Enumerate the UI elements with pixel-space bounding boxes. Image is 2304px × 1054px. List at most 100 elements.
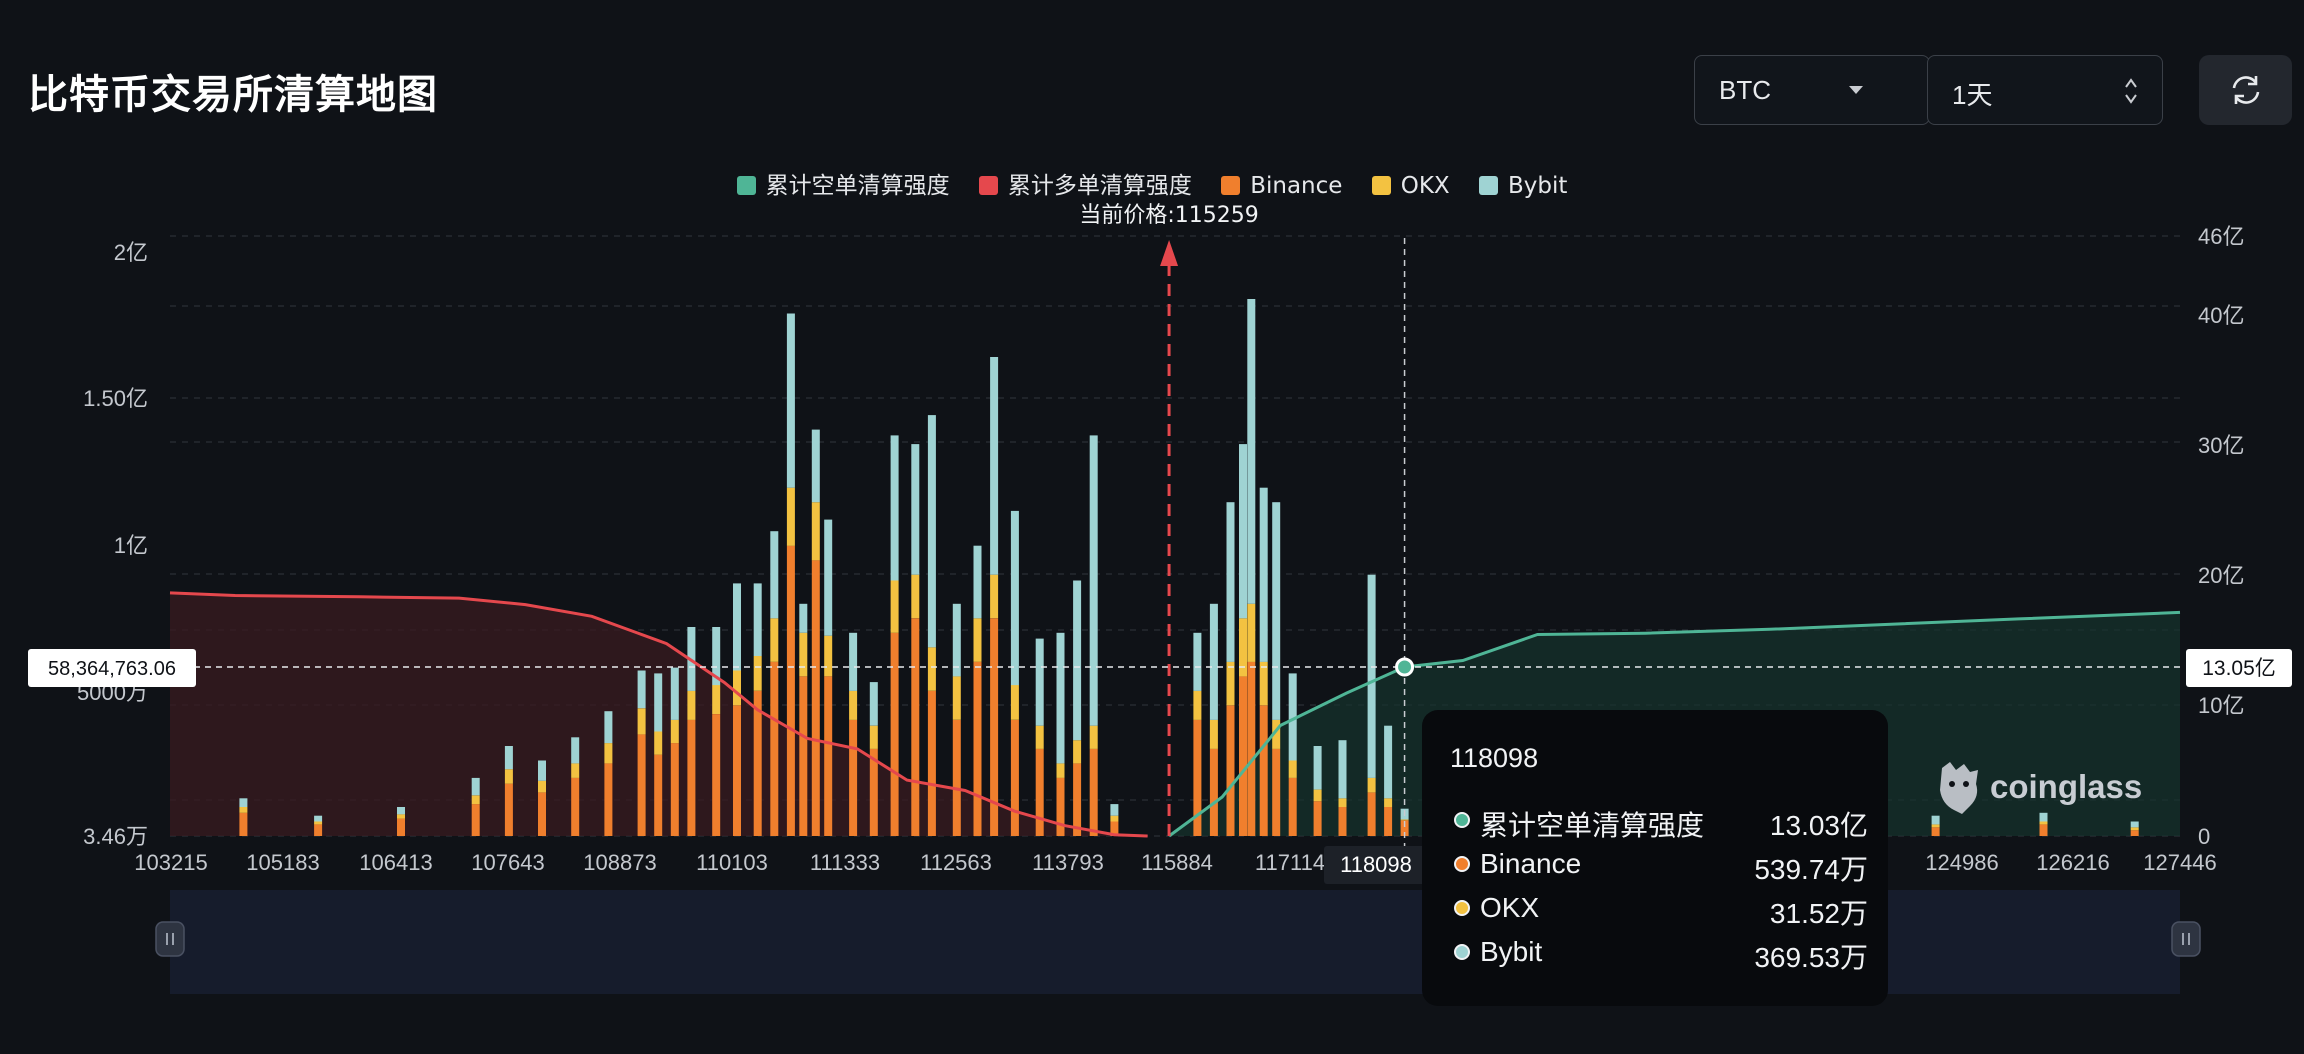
bar-bybit xyxy=(397,807,405,815)
bar-okx xyxy=(1035,725,1044,749)
bar-okx xyxy=(811,502,820,561)
bar-binance xyxy=(604,763,613,836)
bar-bybit xyxy=(1288,673,1297,761)
x-tick-label: 113793 xyxy=(1032,850,1104,875)
legend-item-binance[interactable]: Binance xyxy=(1221,173,1342,199)
bar-binance xyxy=(397,818,405,836)
bar-okx xyxy=(1089,725,1098,749)
bar-okx xyxy=(786,487,795,546)
range-slider-handle-right xyxy=(2171,921,2201,957)
bar-bybit xyxy=(927,415,936,648)
refresh-icon xyxy=(2232,76,2260,104)
x-tick-label: 105183 xyxy=(246,850,319,875)
bar-okx xyxy=(849,690,858,720)
bar-okx xyxy=(1247,603,1256,662)
crosshair-x-value: 118098 xyxy=(1340,852,1412,877)
y-left-tick-label: 1亿 xyxy=(114,533,148,558)
tooltip-row-okx: OKX 31.52万 xyxy=(1450,892,1868,929)
bar-binance xyxy=(1367,792,1376,836)
legend-item-bybit[interactable]: Bybit xyxy=(1479,173,1567,199)
x-tick-label: 106413 xyxy=(359,850,432,875)
legend-item-short[interactable]: 累计空单清算强度 xyxy=(736,166,950,200)
bar-binance xyxy=(1056,777,1065,836)
bar-bybit xyxy=(811,429,820,503)
bar-binance xyxy=(670,743,679,836)
bar-bybit xyxy=(952,603,961,677)
x-tick-label: 108873 xyxy=(583,850,656,875)
legend-item-okx[interactable]: OKX xyxy=(1371,173,1450,199)
bar-bybit xyxy=(504,746,513,770)
sort-arrows-icon xyxy=(2125,78,2137,104)
asset-select[interactable]: BTC xyxy=(1694,55,1930,125)
bar-binance xyxy=(504,783,513,836)
bar-bybit xyxy=(571,737,580,764)
legend-swatch-bybit xyxy=(1479,176,1498,195)
bar-okx xyxy=(733,670,741,706)
bar-bybit xyxy=(1931,815,1940,825)
bar-bybit xyxy=(1073,580,1082,741)
bar-okx xyxy=(927,647,936,691)
bar-okx xyxy=(1338,798,1347,807)
bar-bybit xyxy=(1384,725,1393,799)
bar-okx xyxy=(1010,685,1019,720)
bar-binance xyxy=(869,748,878,836)
chart-legend: 累计空单清算强度 累计多单清算强度 Binance OKX Bybit xyxy=(0,166,2304,200)
bar-bybit xyxy=(712,627,721,686)
range-select[interactable]: 1天 xyxy=(1927,55,2163,125)
x-tick-label: 115884 xyxy=(1141,850,1213,875)
bar-binance xyxy=(637,734,646,836)
x-tick-label: 117114 xyxy=(1255,850,1325,875)
bar-binance xyxy=(2039,824,2048,836)
bar-okx xyxy=(869,725,878,749)
legend-label-short: 累计空单清算强度 xyxy=(765,173,950,199)
legend-label-okx: OKX xyxy=(1400,173,1450,199)
bar-okx xyxy=(471,795,480,805)
coinglass-logo-icon xyxy=(1940,762,1978,814)
refresh-button[interactable] xyxy=(2199,55,2292,125)
bar-binance xyxy=(1226,705,1235,836)
tooltip-name: OKX xyxy=(1480,892,1540,923)
bar-bybit xyxy=(973,545,982,619)
y-right-tick-label: 0 xyxy=(2198,824,2210,849)
bar-okx xyxy=(1259,661,1268,706)
bar-okx xyxy=(712,685,721,714)
bar-okx xyxy=(1239,618,1247,677)
range-select-value: 1天 xyxy=(1952,80,1993,110)
y-right-tick-label: 30亿 xyxy=(2198,433,2244,458)
bar-bybit xyxy=(1272,502,1281,720)
bar-bybit xyxy=(869,682,878,726)
bar-binance xyxy=(1272,748,1281,836)
bar-okx xyxy=(952,676,961,720)
tooltip-dot-short xyxy=(1454,812,1470,828)
asset-select-value: BTC xyxy=(1719,75,1771,105)
bar-bybit xyxy=(1209,603,1218,720)
bar-bybit xyxy=(799,603,808,633)
bar-bybit xyxy=(1313,746,1322,790)
bar-okx xyxy=(571,763,580,778)
bar-bybit xyxy=(1010,510,1019,686)
bar-okx xyxy=(637,708,646,735)
bar-okx xyxy=(504,769,513,784)
bar-bybit xyxy=(1089,435,1098,726)
bar-binance xyxy=(911,618,920,836)
bar-okx xyxy=(1384,798,1393,807)
legend-item-long[interactable]: 累计多单清算强度 xyxy=(978,166,1192,200)
bar-binance xyxy=(471,804,480,836)
bar-okx xyxy=(1313,789,1322,802)
bar-bybit xyxy=(1056,632,1065,764)
bar-binance xyxy=(1288,777,1297,836)
crosshair-point xyxy=(1395,657,1415,677)
tooltip-dot-binance xyxy=(1454,856,1470,872)
bar-bybit xyxy=(733,583,741,671)
x-tick-label: 111333 xyxy=(810,850,880,875)
chart-tooltip: 118098 累计空单清算强度 13.03亿 Binance 539.74万 O… xyxy=(1422,710,1888,1006)
bar-binance xyxy=(1089,748,1098,836)
bar-binance xyxy=(654,754,663,836)
bar-binance xyxy=(824,676,833,836)
bar-okx xyxy=(990,574,999,619)
x-tick-label: 124986 xyxy=(1925,850,1998,875)
bar-okx xyxy=(1272,719,1281,749)
tooltip-value: 31.52万 xyxy=(1769,898,1868,929)
bar-okx xyxy=(687,690,696,720)
